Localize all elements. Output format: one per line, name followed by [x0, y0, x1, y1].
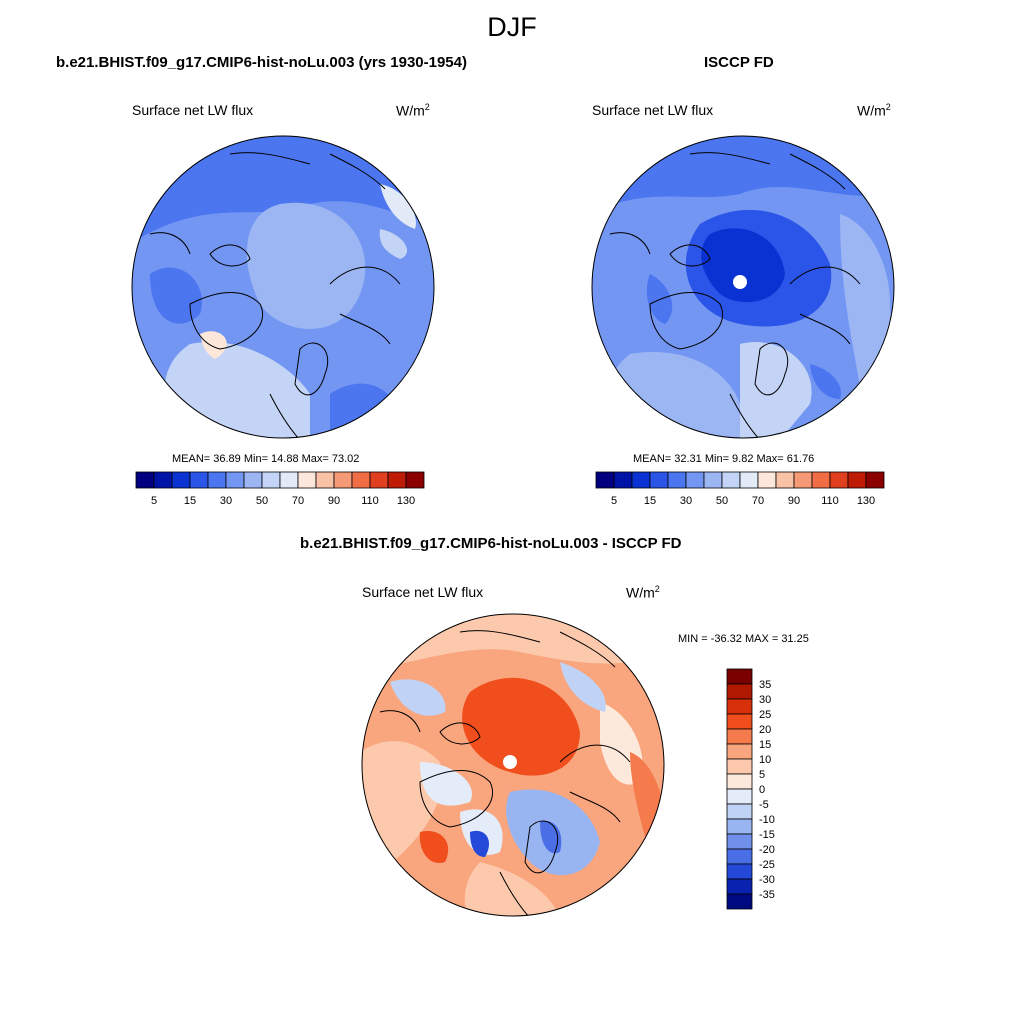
colorbar-swatch: [726, 803, 753, 820]
colorbar-swatch: [726, 773, 753, 790]
colorbar-tick-label: 30: [220, 495, 232, 507]
colorbar-swatch: [649, 471, 669, 489]
colorbar-tick-label: 5: [151, 495, 157, 507]
colorbar-tick-label: -25: [759, 859, 775, 871]
panel-2-map: [591, 135, 895, 439]
colorbar-swatch: [721, 471, 741, 489]
panel-2-variable: Surface net LW flux: [592, 102, 714, 118]
colorbar-swatch: [811, 471, 831, 489]
colorbar-swatch: [757, 471, 777, 489]
colorbar-tick-label: -15: [759, 829, 775, 841]
colorbar-swatch: [225, 471, 245, 489]
panel-1-stats: MEAN= 36.89 Min= 14.88 Max= 73.02: [172, 453, 360, 465]
colorbar-swatch: [726, 863, 753, 880]
colorbar-swatch: [775, 471, 795, 489]
colorbar-swatch: [726, 683, 753, 700]
colorbar-swatch: [685, 471, 705, 489]
colorbar-tick-label: -10: [759, 814, 775, 826]
colorbar-tick-label: 130: [857, 495, 875, 507]
panel-3-stats: MIN = -36.32 MAX = 31.25: [678, 633, 809, 645]
colorbar-tick-label: 110: [361, 495, 379, 507]
colorbar-swatch: [595, 471, 615, 489]
colorbar-tick-label: 130: [397, 495, 415, 507]
colorbar-tick-label: 70: [752, 495, 764, 507]
colorbar-tick-label: 15: [759, 739, 771, 751]
colorbar-swatch: [153, 471, 173, 489]
colorbar-swatch: [315, 471, 335, 489]
panel-3-units: W/m2: [626, 584, 660, 601]
colorbar-tick-label: 30: [680, 495, 692, 507]
colorbar-swatch: [667, 471, 687, 489]
colorbar-swatch: [726, 788, 753, 805]
colorbar-swatch: [351, 471, 371, 489]
colorbar-swatch: [847, 471, 867, 489]
panel-1-units: W/m2: [396, 102, 430, 119]
colorbar-tick-label: 5: [611, 495, 617, 507]
colorbar-swatch: [387, 471, 407, 489]
colorbar-tick-label: 30: [759, 694, 771, 706]
colorbar-tick-label: -20: [759, 844, 775, 856]
panel-2-colorbar: 5 15 30 50 70 90 110 130: [595, 471, 885, 507]
panel-3-map: [361, 613, 665, 917]
colorbar-tick-label: 50: [256, 495, 268, 507]
colorbar-swatch: [726, 743, 753, 760]
colorbar-swatch: [369, 471, 389, 489]
colorbar-swatch: [726, 833, 753, 850]
colorbar-tick-label: 90: [788, 495, 800, 507]
colorbar-tick-label: 50: [716, 495, 728, 507]
colorbar-swatch: [333, 471, 353, 489]
colorbar-tick-label: 25: [759, 709, 771, 721]
colorbar-tick-label: 35: [759, 679, 771, 691]
colorbar-swatch: [703, 471, 723, 489]
colorbar-tick-label: 15: [644, 495, 656, 507]
panel-2-stats: MEAN= 32.31 Min= 9.82 Max= 61.76: [633, 453, 815, 465]
colorbar-tick-label: 10: [759, 754, 771, 766]
colorbar-swatch: [261, 471, 281, 489]
colorbar-swatch: [739, 471, 759, 489]
colorbar-swatch: [726, 668, 753, 685]
colorbar-swatch: [631, 471, 651, 489]
colorbar-swatch: [135, 471, 155, 489]
colorbar-swatch: [726, 758, 753, 775]
colorbar-tick-label: 90: [328, 495, 340, 507]
colorbar-swatch: [726, 698, 753, 715]
panel-2-title: ISCCP FD: [704, 54, 774, 71]
panel-1-colorbar: 5 15 30 50 70 90 110 130: [135, 471, 425, 507]
colorbar-swatch: [207, 471, 227, 489]
colorbar-swatch: [297, 471, 317, 489]
panel-3-title: b.e21.BHIST.f09_g17.CMIP6-hist-noLu.003 …: [300, 535, 682, 552]
colorbar-swatch: [865, 471, 885, 489]
colorbar-swatch: [726, 878, 753, 895]
colorbar-tick-label: 0: [759, 784, 765, 796]
colorbar-tick-label: -5: [759, 799, 769, 811]
panel-2-units: W/m2: [857, 102, 891, 119]
panel-3-variable: Surface net LW flux: [362, 584, 484, 600]
colorbar-swatch: [829, 471, 849, 489]
colorbar-tick-label: 20: [759, 724, 771, 736]
colorbar-swatch: [613, 471, 633, 489]
colorbar-tick-label: 5: [759, 769, 765, 781]
panel-3-colorbar: 35 30 25 20 15 10 5 0 -5 -10 -15 -20 -25 -30 -35: [726, 668, 775, 910]
colorbar-tick-label: -30: [759, 874, 775, 886]
colorbar-swatch: [726, 728, 753, 745]
colorbar-swatch: [726, 713, 753, 730]
colorbar-swatch: [726, 893, 753, 910]
figure-title: DJF: [487, 12, 537, 42]
colorbar-swatch: [793, 471, 813, 489]
panel-1-variable: Surface net LW flux: [132, 102, 254, 118]
colorbar-tick-label: 70: [292, 495, 304, 507]
panel-1-title: b.e21.BHIST.f09_g17.CMIP6-hist-noLu.003 …: [56, 54, 467, 71]
colorbar-tick-label: 15: [184, 495, 196, 507]
colorbar-tick-label: 110: [821, 495, 839, 507]
colorbar-swatch: [405, 471, 425, 489]
colorbar-tick-label: -35: [759, 889, 775, 901]
panel-1-map: [131, 135, 435, 439]
colorbar-swatch: [726, 818, 753, 835]
colorbar-swatch: [171, 471, 191, 489]
colorbar-swatch: [726, 848, 753, 865]
colorbar-swatch: [243, 471, 263, 489]
colorbar-swatch: [189, 471, 209, 489]
colorbar-swatch: [279, 471, 299, 489]
